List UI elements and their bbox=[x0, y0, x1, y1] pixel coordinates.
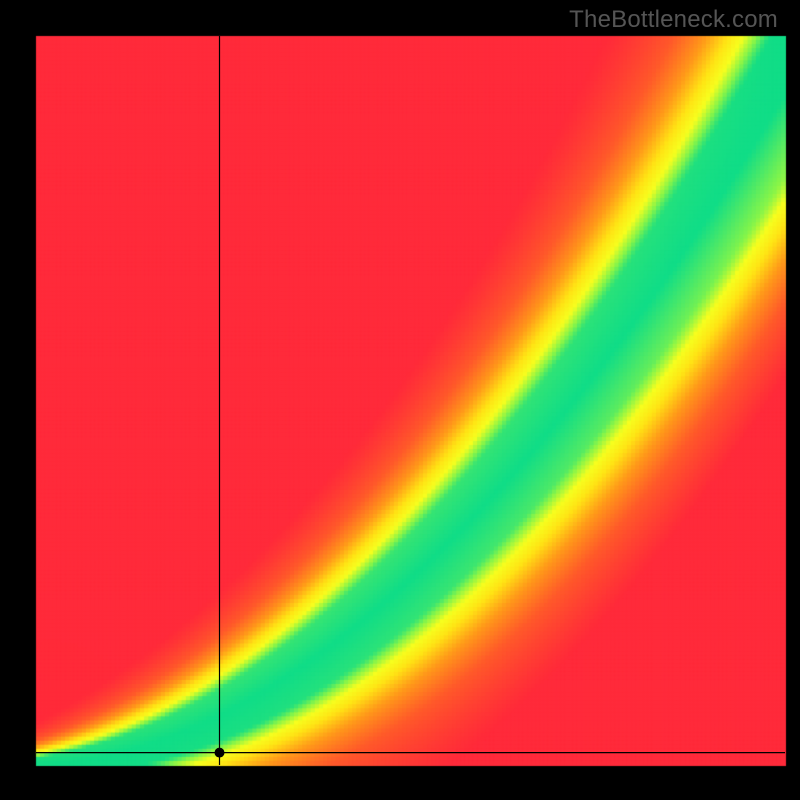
chart-container: TheBottleneck.com bbox=[0, 0, 800, 800]
heatmap-canvas bbox=[0, 0, 800, 800]
watermark-text: TheBottleneck.com bbox=[569, 6, 778, 34]
